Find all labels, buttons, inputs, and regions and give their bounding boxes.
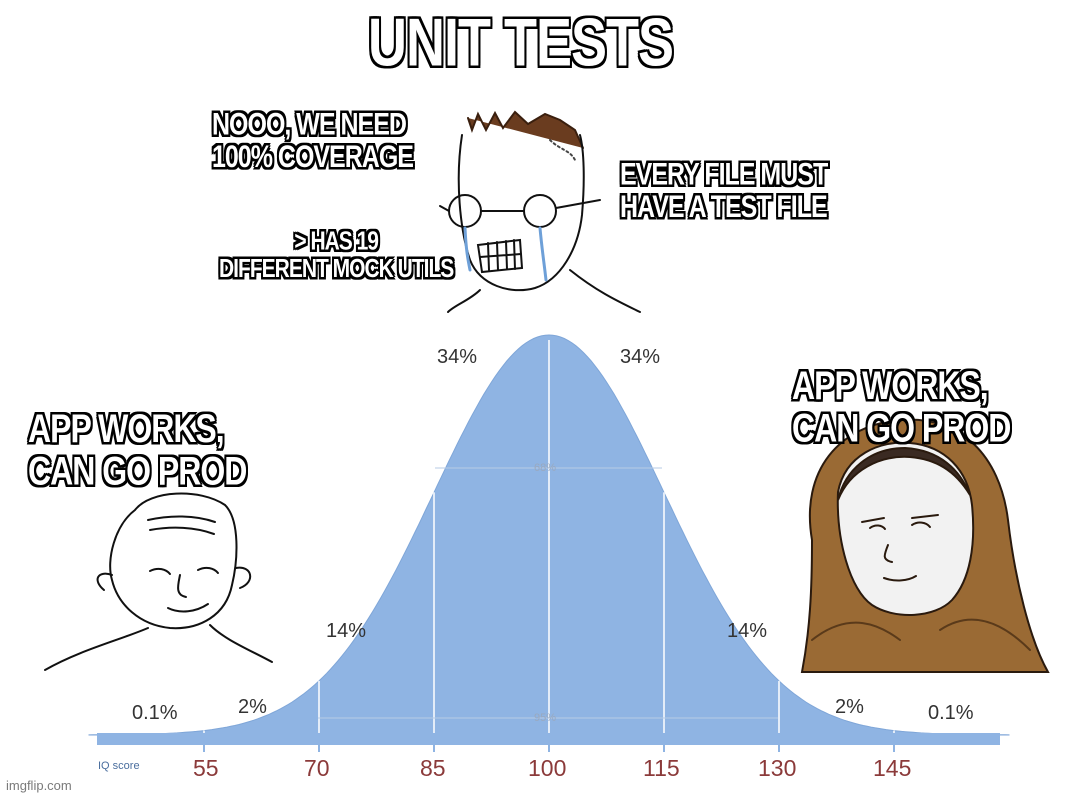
caption-line: NOOO, WE NEED (212, 106, 407, 142)
x-tick-label: 70 (304, 755, 330, 781)
caption-mock-utils: > HAS 19 DIFFERENT MOCK UTILS (219, 226, 454, 284)
middle-character (439, 110, 641, 313)
watermark: imgflip.com (6, 778, 72, 793)
caption-left: APP WORKS, CAN GO PROD (28, 405, 247, 493)
region-label: 14% (727, 620, 768, 642)
left-character (44, 492, 273, 671)
x-tick-label: 115 (643, 755, 680, 781)
region-label: 34% (437, 346, 478, 368)
region-label: 0.1% (132, 702, 178, 724)
x-tick-label: 145 (873, 755, 912, 781)
caption-line: CAN GO PROD (792, 404, 1011, 450)
sd-divider-lines (203, 340, 895, 735)
x-tick-label: 100 (528, 755, 567, 781)
inner-label-95: 95% (534, 712, 557, 724)
caption-test-file: EVERY FILE MUST HAVE A TEST FILE (620, 156, 828, 225)
caption-right: APP WORKS, CAN GO PROD (792, 362, 1011, 450)
region-label: 34% (620, 346, 661, 368)
region-label: 2% (835, 696, 864, 718)
caption-line: APP WORKS, (792, 362, 989, 408)
x-axis-label: IQ score (98, 760, 140, 772)
caption-line: APP WORKS, (28, 405, 225, 451)
baseline-bar (97, 733, 1000, 745)
region-label: 2% (238, 696, 267, 718)
caption-line: > HAS 19 (294, 226, 379, 256)
caption-coverage: NOOO, WE NEED 100% COVERAGE (212, 106, 414, 175)
region-label: 0.1% (928, 702, 974, 724)
x-tick-label: 130 (758, 755, 797, 781)
region-label: 14% (326, 620, 367, 642)
caption-line: CAN GO PROD (28, 447, 247, 493)
caption-line: 100% COVERAGE (212, 139, 414, 175)
caption-line: HAVE A TEST FILE (620, 189, 828, 225)
caption-line: DIFFERENT MOCK UTILS (219, 254, 454, 284)
right-character (800, 418, 1050, 673)
inner-label-68: 68% (534, 462, 557, 474)
x-tick-label: 55 (193, 755, 219, 781)
x-tick-marks (203, 745, 895, 752)
caption-line: EVERY FILE MUST (620, 156, 828, 192)
title-text: UNIT TESTS (368, 5, 674, 81)
x-tick-label: 85 (420, 755, 446, 781)
